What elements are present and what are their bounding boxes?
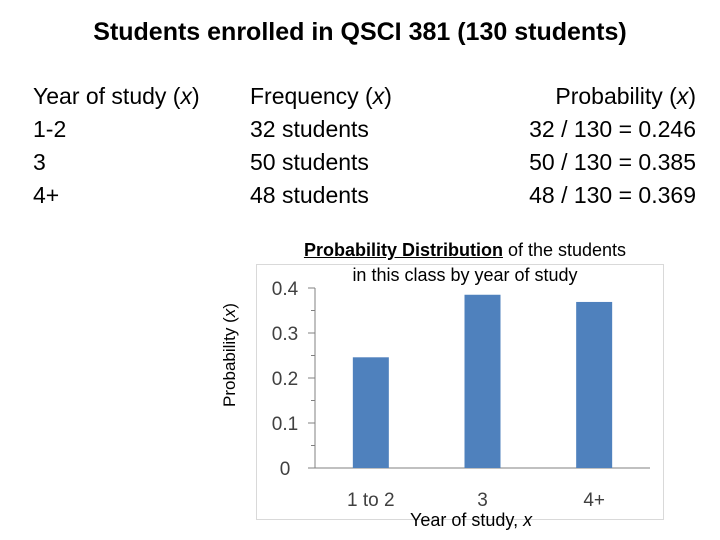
- y-tick-label: 0.2: [272, 369, 298, 390]
- year-cell: 1-2: [33, 116, 67, 142]
- page-title: Students enrolled in QSCI 381 (130 stude…: [93, 18, 627, 46]
- chart-title-line2: in this class by year of study: [352, 265, 578, 285]
- x-tick-label: 3: [477, 490, 488, 511]
- bar: [576, 301, 613, 468]
- y-axis-label: Probability (x): [220, 303, 239, 407]
- frequency-column: Frequency (x) 32 students 50 students 48…: [250, 80, 392, 212]
- probability-header: Probability (x): [555, 83, 696, 109]
- bar: [352, 357, 389, 468]
- x-axis-label: Year of study, x: [410, 510, 533, 530]
- chart-title-rest: of the students: [502, 240, 627, 260]
- year-cell: 3: [33, 149, 46, 175]
- chart-title: Probability Distribution of the students…: [240, 238, 690, 288]
- probability-cell: 48 / 130 = 0.369: [529, 182, 696, 208]
- y-tick-label: 0.1: [272, 414, 298, 435]
- year-header: Year of study (x): [33, 83, 200, 109]
- chart-title-bold: Probability Distribution: [303, 240, 503, 260]
- chart-frame: [256, 264, 664, 520]
- y-tick-label: 0.4: [272, 279, 299, 300]
- frequency-cell: 48 students: [250, 182, 369, 208]
- probability-cell: 32 / 130 = 0.246: [529, 116, 696, 142]
- frequency-header: Frequency (x): [250, 83, 392, 109]
- year-cell: 4+: [33, 182, 60, 208]
- y-tick-label: 0: [280, 459, 291, 480]
- frequency-cell: 50 students: [250, 149, 369, 175]
- year-column: Year of study (x) 1-2 3 4+: [33, 80, 200, 212]
- probability-cell: 50 / 130 = 0.385: [529, 149, 696, 175]
- bar: [464, 294, 501, 468]
- x-tick-label: 1 to 2: [347, 490, 395, 511]
- probability-column: Probability (x) 32 / 130 = 0.246 50 / 13…: [529, 80, 696, 212]
- y-tick-label: 0.3: [272, 324, 298, 345]
- x-tick-label: 4+: [583, 490, 605, 511]
- frequency-cell: 32 students: [250, 116, 369, 142]
